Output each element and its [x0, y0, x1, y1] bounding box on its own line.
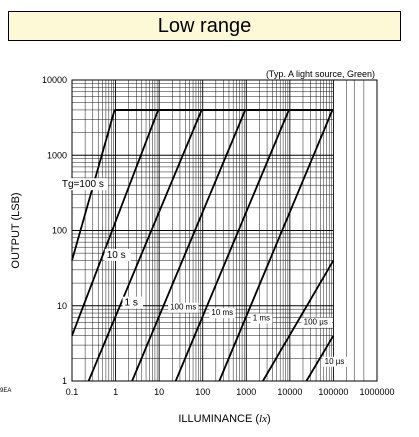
series-label: 1 ms [253, 314, 270, 323]
plot-frame [71, 79, 378, 382]
series-label: 1 s [125, 298, 138, 309]
series-label: 100 µs [304, 318, 328, 327]
chart-subtitle: (Typ. A light source, Green) [266, 69, 375, 79]
series-label: 10 s [107, 250, 126, 261]
x-tick-label: 10 [154, 387, 164, 397]
x-tick-label: 10000 [277, 387, 302, 397]
series-label-bg [209, 308, 236, 319]
series-label: Tg=100 s [62, 179, 104, 190]
y-tick-label: 1 [62, 376, 67, 386]
y-tick-label: 1000 [47, 150, 67, 160]
x-axis-label: ILLUMINANCE (lx) [178, 413, 270, 425]
series-line [87, 109, 203, 382]
series-line [262, 259, 335, 382]
footnote: 9EA [0, 388, 11, 394]
x-tick-label: 1 [113, 387, 118, 397]
series-label-bg [59, 178, 108, 191]
y-tick-label: 100 [52, 226, 67, 236]
series-line [305, 335, 335, 382]
series-line [71, 109, 160, 337]
series-line [131, 109, 247, 382]
series-label-bg [104, 248, 131, 261]
chart-title: Low range [8, 11, 401, 41]
series-label-bg [322, 356, 349, 367]
x-tick-label: 1000 [236, 387, 256, 397]
series-label: 10 µs [325, 357, 345, 366]
series-label-bg [168, 302, 199, 313]
x-tick-label: 1000000 [359, 387, 394, 397]
y-axis-label: OUTPUT (LSB) [10, 192, 22, 268]
x-tick-label: 0.1 [66, 387, 79, 397]
series-label-bg [122, 296, 144, 309]
series-label-bg [250, 313, 273, 324]
y-tick-label: 10000 [42, 75, 67, 85]
x-tick-label: 100000 [318, 387, 348, 397]
series-line [174, 109, 290, 382]
x-tick-label: 100 [195, 387, 210, 397]
series-label-bg [301, 317, 333, 328]
y-tick-label: 10 [57, 301, 67, 311]
series-label: 10 ms [211, 308, 233, 317]
series-label: 100 ms [170, 303, 196, 312]
series-line [218, 109, 334, 382]
